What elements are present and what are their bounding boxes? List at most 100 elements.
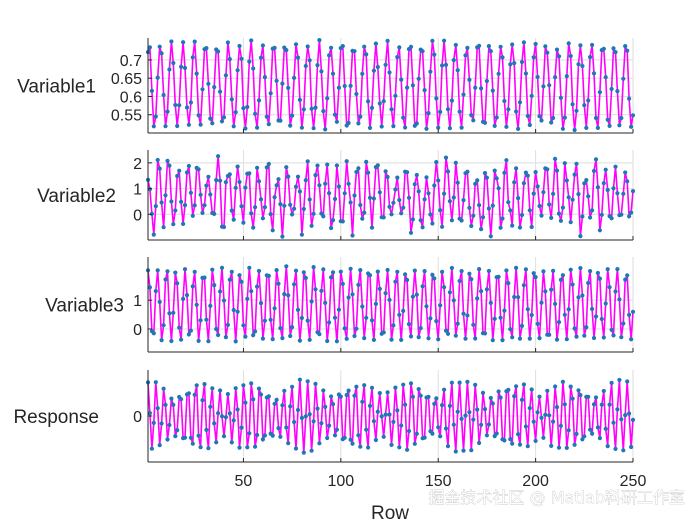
data-point [315,63,320,68]
data-point [537,336,542,341]
data-point [517,100,523,105]
data-point [572,326,577,331]
data-point [566,195,571,200]
data-point [297,338,302,343]
data-point [537,114,542,119]
data-point [301,270,306,275]
data-point [599,402,604,407]
data-point [348,200,353,205]
data-point [535,74,540,80]
data-point [323,127,328,132]
data-point [340,44,345,49]
data-point [280,234,285,239]
data-point [430,221,435,226]
data-point [500,338,505,343]
data-point [260,437,265,442]
data-point [253,111,258,116]
data-point [449,218,454,223]
data-point [192,203,197,208]
data-point [416,76,421,81]
data-point [627,214,632,219]
data-point [467,205,472,210]
data-point [414,431,419,436]
data-point [225,392,230,397]
y-tick-label: 0.55 [111,108,142,125]
data-point [578,234,583,239]
data-point [235,407,240,412]
data-point [179,64,184,69]
data-point [290,325,295,330]
data-point [399,423,404,428]
data-point [440,63,445,68]
data-point [459,125,464,130]
data-point [264,165,269,170]
data-point [477,440,482,446]
data-point [247,171,252,176]
data-point [151,232,156,237]
data-point [227,172,232,177]
data-point [428,69,433,74]
data-point [204,317,209,322]
data-point [418,218,423,223]
data-point [510,441,515,446]
data-point [496,274,501,279]
data-point [346,181,351,186]
data-point [572,442,577,447]
data-point [387,204,392,209]
data-point [467,77,472,82]
data-point [371,337,376,342]
data-point [430,431,435,436]
data-point [613,164,618,169]
data-point [601,181,606,186]
data-point [151,331,156,336]
data-point [422,269,427,274]
data-point [595,125,601,130]
data-point [373,301,378,306]
data-point [588,55,593,60]
data-point [521,283,527,288]
panel-variable2: 0 1 2 Variable2 [37,150,636,241]
data-point [214,326,219,332]
data-point [165,437,170,442]
data-point [196,338,201,343]
data-point [198,122,203,127]
data-point [346,388,351,393]
data-point [301,450,306,455]
data-point [558,218,564,223]
data-point [484,433,489,438]
data-point [190,284,195,289]
data-point [572,172,577,177]
data-point [340,281,345,286]
data-point [225,40,230,45]
data-point [519,212,525,218]
data-point [451,422,456,427]
data-point [288,333,293,339]
data-point [595,425,601,430]
data-point [354,91,359,97]
data-point [442,285,447,290]
data-point [311,126,316,131]
data-point [377,101,382,106]
data-point [613,446,618,451]
data-point [445,107,451,112]
data-point [469,113,474,118]
data-point [568,53,573,59]
data-point [229,208,234,213]
data-point [551,115,556,121]
data-point [453,449,458,454]
data-point [591,168,597,174]
data-point [336,184,341,189]
data-point [494,176,499,181]
data-point [591,71,597,76]
data-point [307,412,312,417]
data-point [496,186,501,191]
data-point [188,328,193,333]
data-point [280,81,285,86]
data-point [630,113,636,118]
data-point [173,434,178,439]
data-point [346,295,351,300]
data-point [301,206,306,212]
x-tick-label: 200 [522,473,549,490]
data-point [155,157,160,163]
data-point [510,42,515,47]
